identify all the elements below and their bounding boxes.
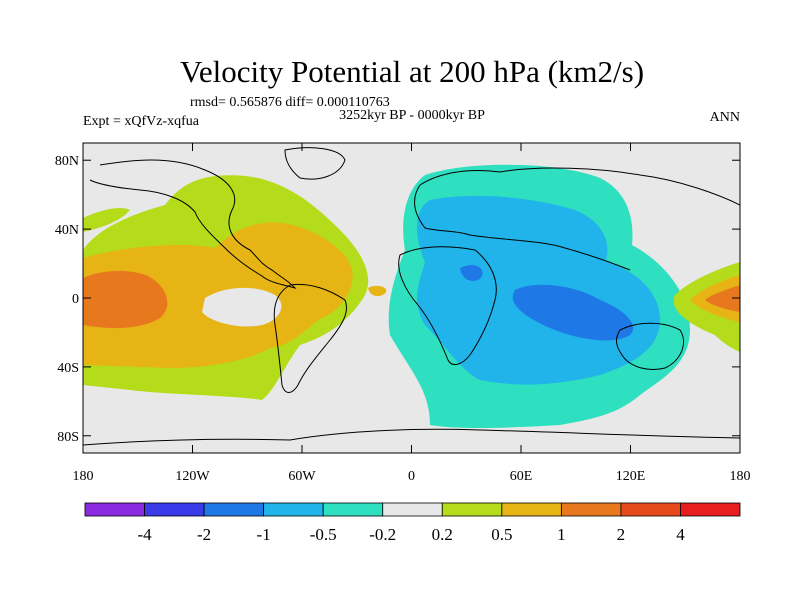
colorbar-swatch <box>620 502 681 517</box>
colorbar-label: -2 <box>197 525 211 544</box>
x-tick-label: 120W <box>175 469 210 484</box>
contour-fills <box>83 164 740 429</box>
period-label: 3252kyr BP - 0000kyr BP <box>339 108 485 123</box>
y-tick-label: 80N <box>55 154 79 169</box>
y-axis: 80N 40N 0 40S 80S <box>55 154 740 445</box>
x-tick-label: 60W <box>288 469 316 484</box>
colorbar-swatch <box>84 502 145 517</box>
coast-south-america <box>273 283 347 393</box>
colorbar-swatch <box>322 502 384 517</box>
y-tick-label: 40S <box>57 361 79 376</box>
colorbar-swatch <box>560 502 622 517</box>
chart-title: Velocity Potential at 200 hPa (km2/s) <box>180 54 644 89</box>
colorbar-swatch <box>144 502 205 517</box>
colorbar-label: 0.2 <box>432 525 453 544</box>
coast-antarctica <box>83 428 740 446</box>
positive-max <box>83 270 168 329</box>
colorbar-label: -0.5 <box>310 525 337 544</box>
negative-minimum <box>512 284 634 341</box>
coast-australia <box>616 322 684 370</box>
coast-greenland <box>284 147 346 180</box>
colorbar: -4 -2 -1 -0.5 -0.2 0.2 0.5 1 2 4 <box>84 502 741 544</box>
negative-minimum-north <box>460 265 483 281</box>
colorbar-label: 4 <box>676 525 685 544</box>
season-label: ANN <box>710 110 740 125</box>
colorbar-swatch <box>203 502 265 517</box>
colorbar-label: -0.2 <box>369 525 396 544</box>
colorbar-swatch <box>680 502 741 517</box>
colorbar-swatch <box>263 502 324 517</box>
x-tick-label: 180 <box>730 469 751 484</box>
colorbar-swatch <box>382 502 443 517</box>
positive-small-patch <box>368 285 387 297</box>
colorbar-label: -1 <box>257 525 271 544</box>
colorbar-label: 0.5 <box>491 525 512 544</box>
colorbar-label: -4 <box>137 525 152 544</box>
neutral-southamerica <box>202 287 282 327</box>
colorbar-swatch <box>441 502 503 517</box>
rmsd-label: rmsd= 0.565876 diff= 0.000110763 <box>190 95 390 110</box>
y-tick-label: 40N <box>55 223 79 238</box>
x-tick-label: 60E <box>510 469 533 484</box>
coastlines <box>83 147 740 446</box>
colorbar-label: 1 <box>557 525 566 544</box>
coast-europe-asia <box>414 167 740 271</box>
x-axis: 180 120W 60W 0 60E 120E 180 <box>73 143 751 484</box>
x-tick-label: 120E <box>616 469 646 484</box>
coast-africa <box>398 246 497 366</box>
positive-lobe-nw <box>83 207 130 232</box>
wpacific-positive-max <box>705 285 740 312</box>
y-tick-label: 0 <box>72 292 79 307</box>
colorbar-swatch <box>501 502 562 517</box>
x-tick-label: 0 <box>408 469 415 484</box>
x-tick-label: 180 <box>73 469 94 484</box>
colorbar-label: 2 <box>617 525 626 544</box>
coast-north-america <box>89 159 297 289</box>
expt-label: Expt = xQfVz-xqfua <box>83 114 200 129</box>
y-tick-label: 80S <box>57 430 79 445</box>
